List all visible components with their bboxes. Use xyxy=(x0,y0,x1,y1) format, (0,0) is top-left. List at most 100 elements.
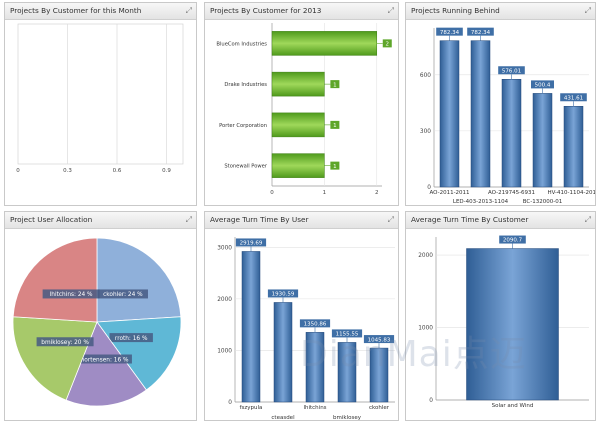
x-category-label: cteasdel xyxy=(271,415,295,421)
expand-icon[interactable]: ⤢ xyxy=(387,215,394,224)
panel-header: Projects By Customer for 2013 ⤢ xyxy=(205,3,398,20)
chart-projects-by-customer-2013: 0 1 2 BlueCom Industries 2 Drake Industries 1 P… xyxy=(216,23,392,196)
bar xyxy=(501,79,522,188)
panel-projects-running-behind: Projects Running Behind ⤢ 0 300 600 782.34 AO… xyxy=(405,2,596,206)
pie-slice xyxy=(65,321,147,407)
bar xyxy=(439,40,460,188)
x-tick-label: 0 xyxy=(270,190,274,196)
y-tick-label: 2000 xyxy=(217,297,232,303)
data-label: 576.01 xyxy=(502,68,521,74)
panel-title: Projects By Customer for 2013 xyxy=(210,6,322,15)
x-tick-label: 2 xyxy=(375,190,379,196)
data-label-box xyxy=(330,161,340,170)
x-category-label: BC-132000-01 xyxy=(523,199,562,205)
bar xyxy=(369,347,389,403)
slice-label-box xyxy=(36,337,94,347)
x-category-label: HV-410-1104-2013 xyxy=(547,190,595,196)
slice-label-box xyxy=(42,289,100,299)
bar xyxy=(563,106,584,188)
data-label-box xyxy=(436,27,463,36)
panel-title: Projects Running Behind xyxy=(411,6,500,15)
expand-icon[interactable]: ⤢ xyxy=(584,215,591,224)
panel-projects-by-customer-month: Projects By Customer for this Month ⤢ 0 0.… xyxy=(4,2,197,206)
data-label-box xyxy=(382,39,392,48)
pie-slice xyxy=(12,237,98,323)
panel-header: Average Turn Time By User ⤢ xyxy=(205,212,398,229)
data-label: 431.61 xyxy=(564,95,583,101)
expand-icon[interactable]: ⤢ xyxy=(185,6,192,15)
data-label-box xyxy=(331,329,363,338)
panel-title: Project User Allocation xyxy=(10,215,93,224)
data-label: 2 xyxy=(386,42,390,48)
chart-average-turn-time-by-user: 0 1000 2000 3000 2919.69 fszypula 1930.59 cteas… xyxy=(217,237,395,421)
bar xyxy=(271,71,325,97)
data-label-box xyxy=(330,120,340,129)
slice-label: ckohler: 24 % xyxy=(103,292,143,298)
data-label: 1045.83 xyxy=(368,337,391,343)
y-tick-label: 3000 xyxy=(217,245,232,251)
panel-header: Projects By Customer for this Month ⤢ xyxy=(5,3,196,20)
data-label: 1155.55 xyxy=(336,332,359,338)
x-tick-label: 1 xyxy=(323,190,327,196)
y-category-label: BlueCom Industries xyxy=(216,41,267,47)
slice-label: bmiklosey: 20 % xyxy=(41,340,89,346)
bar xyxy=(271,112,325,138)
slice-label-box xyxy=(97,289,148,299)
data-label: 1 xyxy=(333,123,337,129)
data-label: 1 xyxy=(333,164,337,170)
data-label-box xyxy=(560,93,587,102)
panel-average-turn-time-by-user: Average Turn Time By User ⤢ 0 1000 2000 3000… xyxy=(204,211,399,421)
x-category-label: Solar and Wind xyxy=(492,403,534,409)
x-category-label: LED-403-2013-1104 xyxy=(453,199,509,205)
y-tick-label: 0 xyxy=(427,185,431,191)
plot-area xyxy=(17,23,184,165)
y-category-label: Porter Corporation xyxy=(219,123,267,129)
data-label-box xyxy=(299,319,331,328)
bar xyxy=(470,40,491,188)
data-label-box xyxy=(498,66,525,75)
chart-project-user-allocation: ckohler: 24 % rroth: 16 % dmortensen: 16 %… xyxy=(12,237,182,407)
y-tick-label: 300 xyxy=(420,129,431,135)
data-label-box xyxy=(499,235,526,244)
expand-icon[interactable]: ⤢ xyxy=(185,215,192,224)
x-category-label: lhitchins xyxy=(303,405,326,411)
panel-header: Project User Allocation ⤢ xyxy=(5,212,196,229)
chart-projects-by-customer-month: 0 0.3 0.6 0.9 xyxy=(16,23,184,174)
expand-icon[interactable]: ⤢ xyxy=(584,6,591,15)
data-label: 2090.7 xyxy=(503,238,523,244)
data-label-box xyxy=(363,335,395,344)
y-tick-label: 0 xyxy=(228,400,232,406)
bar xyxy=(271,153,325,178)
panel-project-user-allocation: Project User Allocation ⤢ ckohler: 24 % rr… xyxy=(4,211,197,421)
x-category-label: bmiklosey xyxy=(333,415,362,421)
chart-average-turn-time-by-customer: 0 1000 2000 2090.7 Solar and Wind xyxy=(418,235,589,409)
x-category-label: ckohler xyxy=(369,405,390,411)
data-label: 782.34 xyxy=(440,30,460,36)
expand-icon[interactable]: ⤢ xyxy=(387,6,394,15)
slice-label: lhitchins: 24 % xyxy=(50,292,93,298)
bar xyxy=(337,342,357,403)
panel-title: Projects By Customer for this Month xyxy=(10,6,142,15)
slice-label-box xyxy=(109,333,153,343)
x-tick-label: 0 xyxy=(16,168,20,174)
pie-slice xyxy=(96,237,182,323)
slice-label-box xyxy=(71,354,132,364)
y-tick-label: 1000 xyxy=(217,348,232,354)
y-tick-label: 600 xyxy=(420,73,431,79)
x-category-label: AO-219745-6931 xyxy=(488,190,535,196)
panel-header: Projects Running Behind ⤢ xyxy=(406,3,595,20)
y-category-label: Drake Industries xyxy=(224,82,267,88)
x-category-label: AO-2011-2011 xyxy=(429,190,469,196)
bar xyxy=(273,302,293,403)
y-tick-label: 0 xyxy=(429,398,433,404)
bar xyxy=(532,93,553,188)
y-category-label: Stonewall Power xyxy=(224,164,267,170)
data-label: 1350.86 xyxy=(304,322,327,328)
slice-label: dmortensen: 16 % xyxy=(75,357,129,363)
x-tick-label: 0.9 xyxy=(162,168,171,174)
data-label-box xyxy=(235,238,267,247)
x-tick-label: 0.3 xyxy=(63,168,72,174)
panel-title: Average Turn Time By User xyxy=(210,215,309,224)
y-tick-label: 2000 xyxy=(418,253,433,259)
data-label: 782.34 xyxy=(471,30,491,36)
